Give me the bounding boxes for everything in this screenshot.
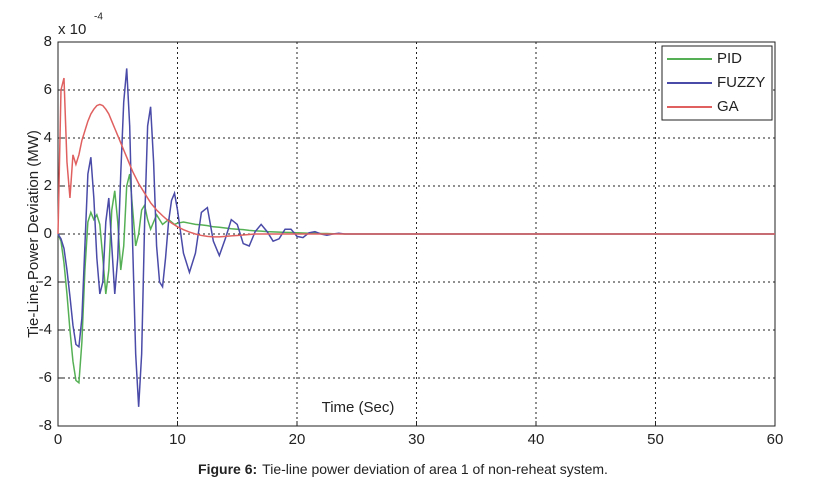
legend-label: FUZZY	[717, 74, 765, 91]
y-tick-label: -6	[39, 369, 52, 386]
x-tick-label: 0	[54, 431, 62, 448]
x-tick-label: 10	[169, 431, 186, 448]
x-tick-label: 50	[647, 431, 664, 448]
x-axis-label: Time (Sec)	[322, 399, 395, 416]
y-tick-label: 6	[44, 81, 52, 98]
caption-text: Tie-line power deviation of area 1 of no…	[262, 461, 608, 477]
y-tick-label: 0	[44, 225, 52, 242]
y-multiplier: x 10	[58, 21, 86, 38]
y-tick-label: 4	[44, 129, 52, 146]
y-tick-label: -2	[39, 273, 52, 290]
y-tick-label: 8	[44, 33, 52, 50]
series-line	[57, 68, 775, 407]
series-line	[57, 173, 775, 385]
legend-label: PID	[717, 50, 742, 67]
y-tick-label: -4	[39, 321, 52, 338]
y-multiplier-exponent: -4	[94, 12, 103, 23]
y-tick-label: 2	[44, 177, 52, 194]
x-tick-label: 60	[767, 431, 784, 448]
legend-label: GA	[717, 98, 739, 115]
y-tick-label: -8	[39, 417, 52, 434]
caption: Figure 6: Tie-line power deviation of are…	[198, 461, 608, 477]
series-line	[57, 77, 775, 238]
x-tick-label: 20	[289, 431, 306, 448]
x-tick-label: 30	[408, 431, 425, 448]
caption-label: Figure 6:	[198, 461, 257, 477]
x-tick-label: 40	[528, 431, 545, 448]
y-axis-label: Tie-Line,Power Deviation (MW)	[25, 130, 42, 338]
